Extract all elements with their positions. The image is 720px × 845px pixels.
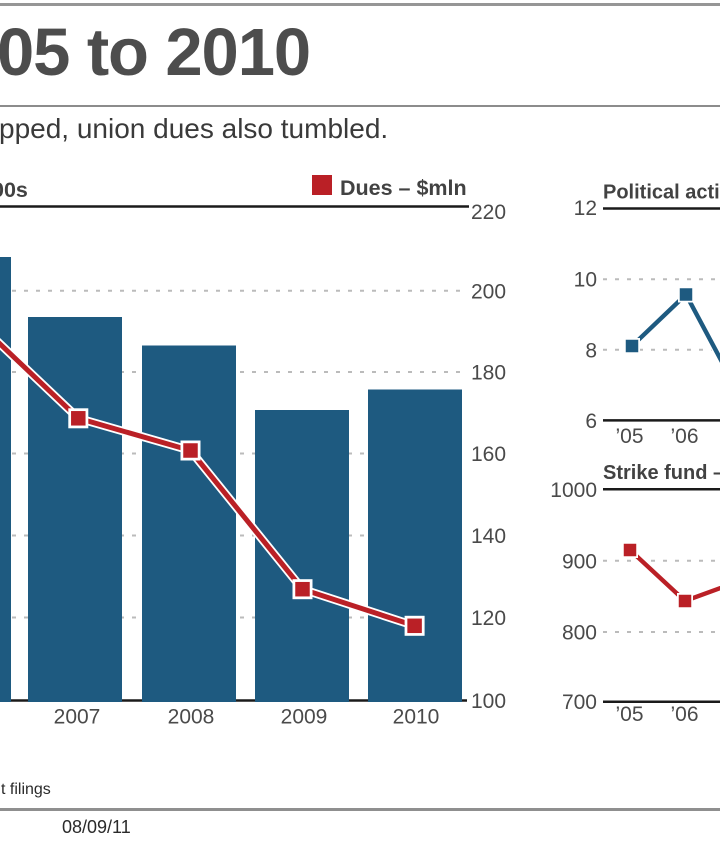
- svg-text:220: 220: [471, 201, 506, 224]
- svg-text:’05: ’05: [615, 703, 643, 726]
- svg-text:900: 900: [562, 550, 597, 573]
- svg-text:100: 100: [471, 690, 506, 713]
- svg-text:2007: 2007: [54, 706, 101, 729]
- svg-text:200: 200: [471, 281, 506, 304]
- svg-text:180: 180: [471, 362, 506, 385]
- svg-text:12: 12: [574, 197, 597, 220]
- svg-text:140: 140: [471, 525, 506, 548]
- svg-text:800: 800: [562, 622, 597, 645]
- svg-text:2008: 2008: [168, 706, 215, 729]
- svg-text:8: 8: [585, 339, 597, 362]
- svg-text:2009: 2009: [281, 706, 328, 729]
- svg-text:Political activity – $mln: Political activity – $mln: [603, 182, 720, 204]
- svg-text:700: 700: [562, 691, 597, 714]
- svg-text:’06: ’06: [670, 703, 698, 726]
- svg-text:1000: 1000: [550, 479, 597, 502]
- svg-text:2010: 2010: [393, 706, 440, 729]
- svg-text:120: 120: [471, 607, 506, 630]
- svg-text:160: 160: [471, 443, 506, 466]
- svg-text:’05: ’05: [615, 425, 643, 448]
- svg-text:10: 10: [574, 269, 597, 292]
- svg-text:’06: ’06: [670, 425, 698, 448]
- svg-text:6: 6: [585, 410, 597, 433]
- svg-text:Strike fund – $mln: Strike fund – $mln: [603, 462, 720, 484]
